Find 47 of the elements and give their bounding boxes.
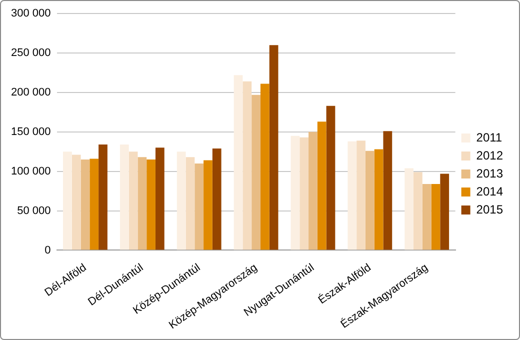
- bar: [356, 140, 366, 250]
- bar: [365, 150, 374, 250]
- bar: [204, 160, 212, 250]
- bar: [146, 160, 156, 250]
- bar: [374, 149, 384, 250]
- y-tick-label: 100 000: [10, 165, 51, 178]
- bar: [242, 81, 252, 250]
- y-tick-label: 0: [44, 244, 51, 256]
- y-tick-label: 150 000: [10, 126, 51, 138]
- y-tick-label: 300 000: [10, 8, 51, 20]
- bar: [269, 45, 278, 250]
- bar: [404, 168, 414, 250]
- bar: [234, 75, 243, 250]
- bar: [80, 160, 90, 250]
- y-tick-label: 50 000: [17, 204, 51, 217]
- legend-label: 2013: [476, 166, 504, 180]
- legend-label: 2015: [476, 202, 504, 216]
- bar: [326, 106, 336, 250]
- bar: [72, 154, 81, 250]
- bar: [290, 136, 300, 250]
- bar: [422, 184, 432, 250]
- bar: [414, 172, 422, 250]
- bar: [348, 141, 357, 250]
- bar: [98, 144, 108, 250]
- bar: [317, 122, 326, 250]
- bar: [176, 152, 186, 250]
- bar: [260, 84, 270, 250]
- bar: [212, 148, 222, 250]
- bar: [440, 174, 450, 250]
- y-tick-label: 250 000: [10, 47, 51, 60]
- bar: [90, 158, 99, 250]
- bar: [155, 148, 164, 250]
- bar: [300, 137, 309, 250]
- y-tick-label: 200 000: [10, 86, 51, 99]
- bar: [431, 184, 440, 250]
- bar: [252, 94, 260, 250]
- bar: [120, 144, 129, 250]
- legend-label: 2014: [476, 184, 504, 198]
- bar: [308, 132, 318, 250]
- bar: [186, 157, 195, 250]
- bar: [63, 152, 72, 250]
- legend-label: 2012: [476, 148, 504, 162]
- bar: [383, 131, 392, 250]
- bar: [138, 157, 147, 250]
- bar: [128, 152, 138, 250]
- legend-label: 2011: [476, 130, 502, 144]
- bar: [194, 163, 204, 250]
